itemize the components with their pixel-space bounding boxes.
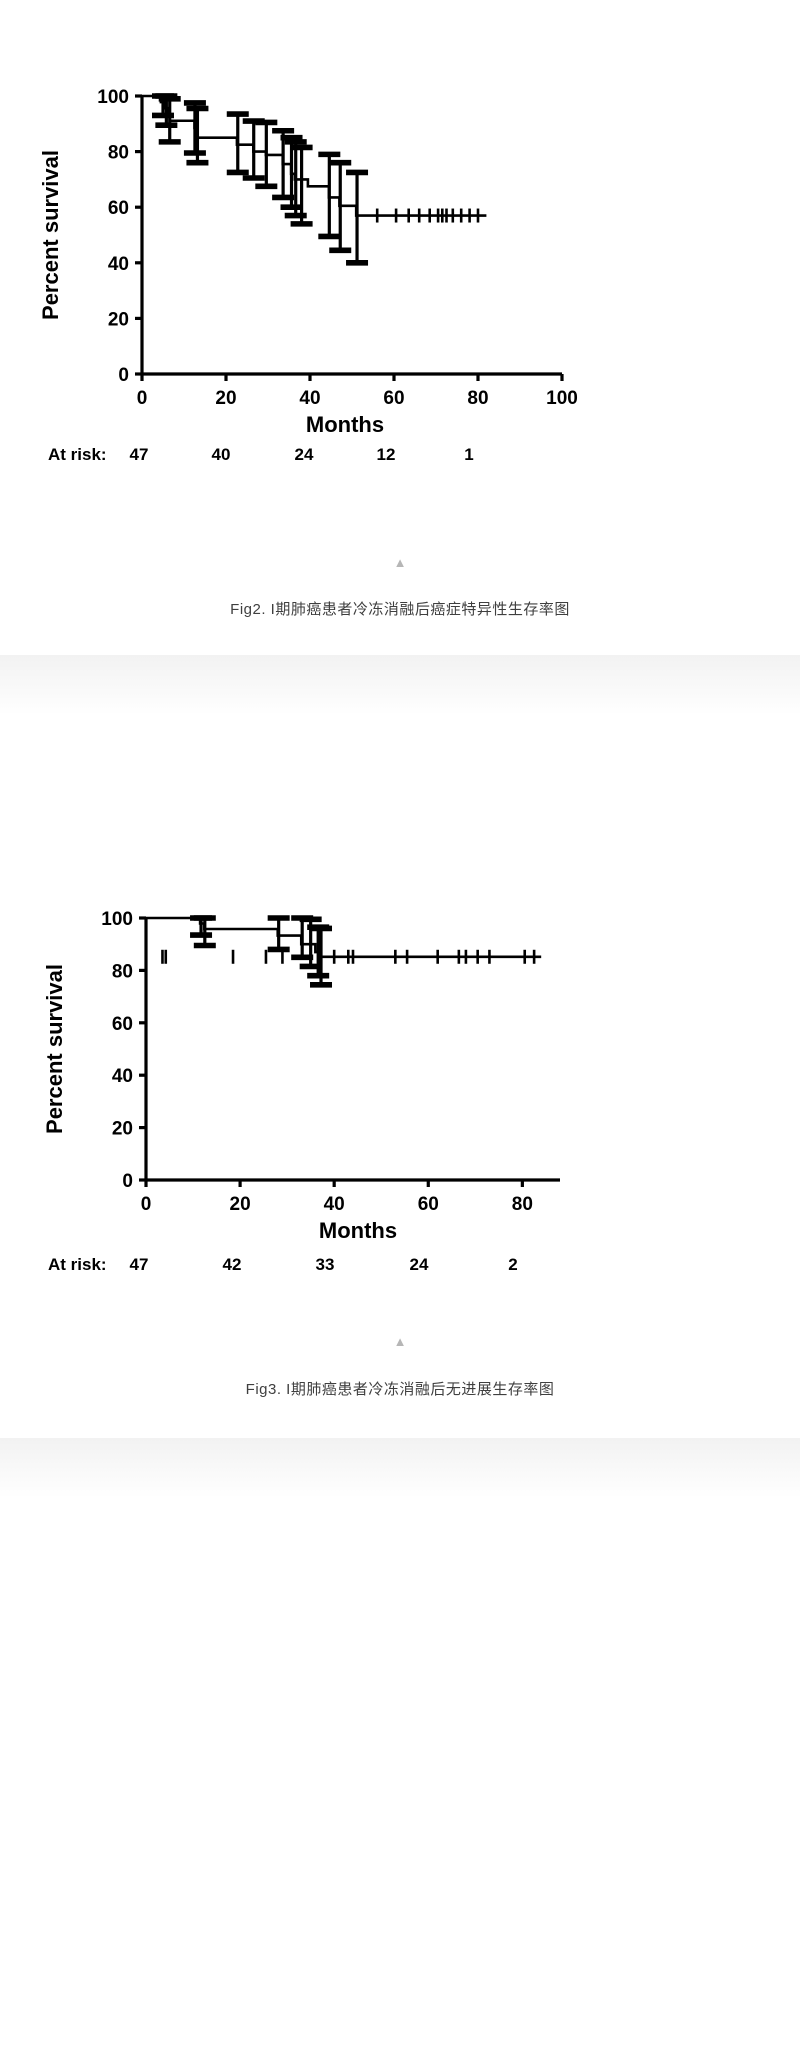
at-risk-label-fig3: At risk: [48,1255,107,1274]
chart-fig3: 0 20 40 60 80 100 0 20 40 60 80 Percent survival Mon… [0,830,800,1250]
y-tick-label: 80 [108,143,129,164]
x-axis-title: Months [319,1218,397,1243]
x-tick-label: 60 [418,1194,439,1215]
y-tick-label: 80 [112,961,133,982]
figure-block-fig3: 0 20 40 60 80 100 0 20 40 60 80 Percent survival Mon… [0,830,800,1498]
at-risk-value-fig2-4: 1 [464,445,474,464]
at-risk-value-fig3-3: 24 [409,1255,429,1274]
x-axis-title: Months [306,412,384,437]
at-risk-label-fig2: At risk: [48,445,107,464]
at-risk-value-fig3-1: 42 [222,1255,242,1274]
chart-fig2: 0 20 40 60 80 100 0 20 40 60 80 100 Percent survival… [0,0,800,440]
x-tick-label: 100 [546,388,578,409]
x-tick-label: 80 [512,1194,533,1215]
at-risk-value-fig3-2: 33 [315,1255,335,1274]
x-tick-label: 20 [230,1194,251,1215]
collapse-arrow-fig3[interactable]: ▲ [393,1334,407,1349]
at-risk-value-fig2-1: 40 [211,445,231,464]
figure-block-fig2: 0 20 40 60 80 100 0 20 40 60 80 100 Percent survival… [0,0,800,715]
page-fade-strip-2 [0,1438,800,1498]
at-risk-value-fig3-4: 2 [508,1255,518,1274]
x-tick-label: 40 [324,1194,345,1215]
censor-marks [375,208,480,223]
x-tick-label: 60 [383,388,404,409]
y-tick-label: 40 [112,1066,133,1087]
error-bars [152,93,369,266]
at-risk-value-fig3-0: 47 [129,1255,149,1274]
survival-chart-fig2-canvas: 0 20 40 60 80 100 0 20 40 60 80 100 Percent survival… [38,87,578,437]
survival-chart-fig3-canvas: 0 20 40 60 80 100 0 20 40 60 80 Percent survival Mon… [42,909,560,1243]
at-risk-value-fig2-2: 24 [294,445,314,464]
x-tick-label: 20 [215,388,236,409]
page-fade-strip-1 [0,655,800,715]
at-risk-row-fig2: At risk: 47 40 24 12 1 [0,445,800,471]
y-tick-label: 60 [108,198,129,219]
at-risk-row-fig3: At risk: 47 42 33 24 2 [0,1255,800,1281]
y-axis-title: Percent survival [38,150,63,320]
x-tick-label: 40 [299,388,320,409]
x-tick-label: 0 [137,388,148,409]
y-tick-label: 0 [118,365,129,386]
y-tick-label: 20 [112,1119,133,1140]
x-tick-label: 80 [467,388,488,409]
figure-caption-fig2: Fig2. I期肺癌患者冷冻消融后癌症特异性生存率图 [230,601,570,618]
at-risk-value-fig2-3: 12 [376,445,396,464]
x-tick-label: 0 [141,1194,152,1215]
y-tick-label: 40 [108,254,129,275]
censor-marks [161,949,536,964]
error-bars [190,915,333,988]
collapse-arrow-fig2[interactable]: ▲ [393,555,407,570]
y-tick-label: 20 [108,309,129,330]
y-tick-label: 0 [122,1171,133,1192]
at-risk-value-fig2-0: 47 [129,445,149,464]
y-axis-title: Percent survival [42,964,67,1134]
figure-caption-fig3: Fig3. I期肺癌患者冷冻消融后无进展生存率图 [245,1381,555,1398]
y-tick-label: 60 [112,1014,133,1035]
y-tick-label: 100 [97,87,129,108]
y-tick-label: 100 [101,909,133,930]
